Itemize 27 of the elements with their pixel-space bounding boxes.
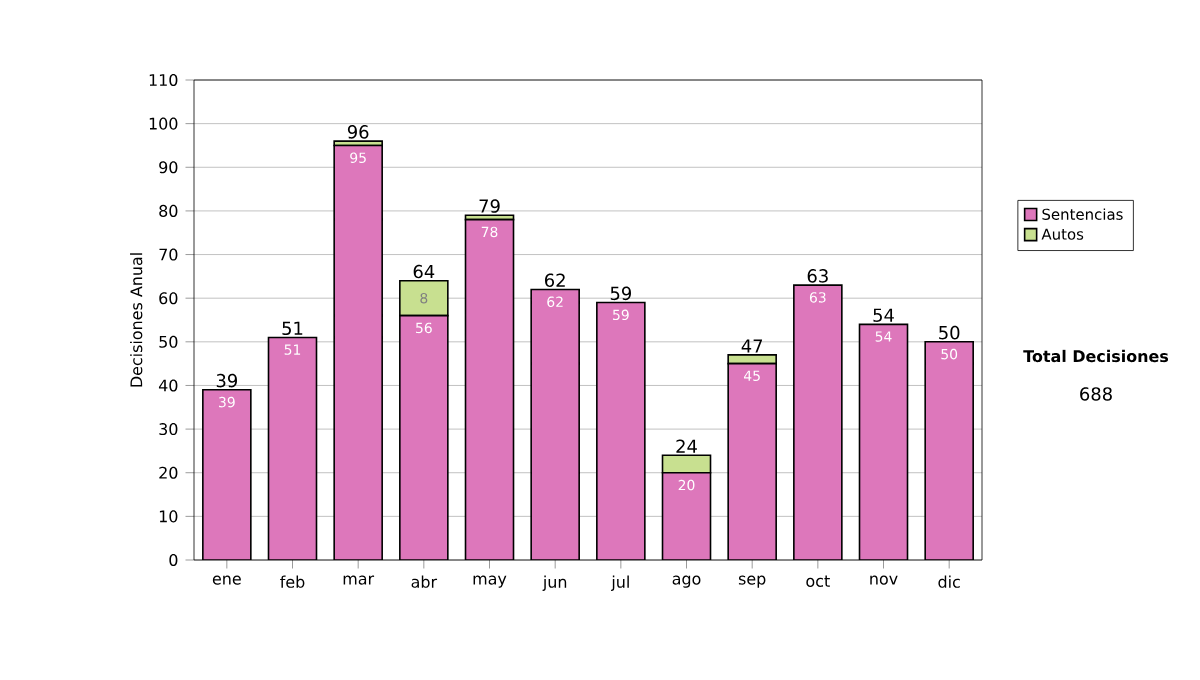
bar: [662, 472, 711, 560]
bar: [661, 454, 712, 474]
bar: [859, 324, 908, 560]
total-label: 63: [807, 269, 828, 283]
total-label: 47: [741, 339, 763, 353]
bar: [531, 289, 580, 560]
total-label: 59: [610, 286, 631, 301]
total-label: 39: [216, 373, 237, 388]
bar: [793, 285, 842, 560]
bar: [268, 337, 317, 560]
total-label: 50: [939, 325, 960, 340]
total-label: 64: [413, 264, 435, 279]
bar: [465, 219, 514, 560]
total-label: 96: [347, 125, 369, 139]
total-label: 54: [873, 308, 894, 322]
bar: [202, 389, 251, 560]
bar: [596, 302, 645, 560]
bar: [334, 145, 383, 560]
bar: [728, 363, 777, 560]
bar: [399, 315, 448, 560]
total-label: 62: [545, 273, 565, 288]
bar: [399, 279, 449, 317]
bar: [924, 341, 974, 560]
total-label: 79: [479, 199, 500, 213]
text: 688: [1080, 387, 1112, 401]
total-label: 51: [282, 321, 303, 336]
total-label: 24: [676, 439, 697, 453]
